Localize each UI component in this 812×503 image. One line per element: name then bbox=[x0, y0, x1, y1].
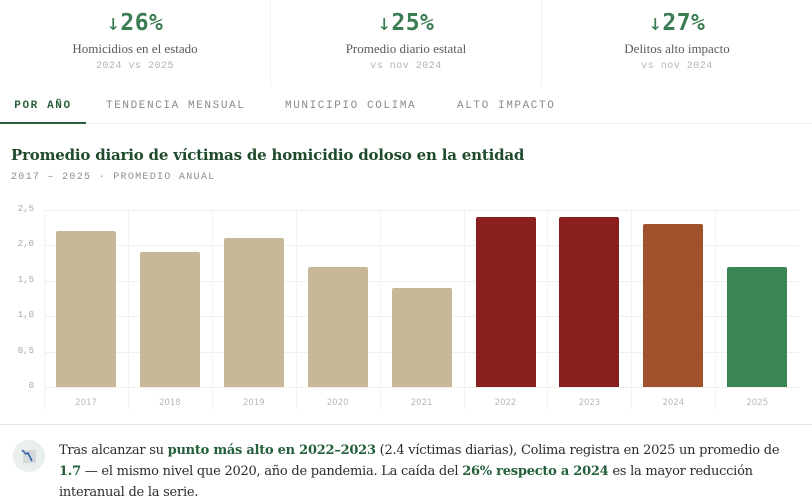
kpi-row: ↓26% Homicidios en el estado 2024 vs 202… bbox=[0, 0, 812, 86]
tab-por-ano[interactable]: POR AÑO bbox=[0, 90, 86, 124]
kpi-label: Homicidios en el estado bbox=[72, 41, 198, 56]
body-text: (2.4 víctimas diarias), Colima registra … bbox=[375, 443, 780, 458]
gridline bbox=[44, 387, 799, 388]
x-tick-label: 2019 bbox=[242, 398, 265, 408]
x-tick-label: 2023 bbox=[578, 398, 601, 408]
kpi-percent: 26% bbox=[120, 10, 164, 36]
x-tick-label: 2020 bbox=[326, 398, 349, 408]
gridline bbox=[211, 210, 213, 410]
x-tick-label: 2018 bbox=[159, 398, 181, 408]
kpi-percent: 25% bbox=[391, 10, 435, 36]
kpi-delitos-alto-impacto: ↓27% Delitos alto impacto vs nov 2024 bbox=[541, 0, 812, 86]
kpi-label: Promedio diario estatal bbox=[345, 41, 467, 56]
highlight-text: punto más alto en 2022–2023 bbox=[167, 443, 376, 458]
kpi-value: ↓26% bbox=[0, 9, 270, 38]
gridline bbox=[44, 210, 799, 211]
gridline bbox=[547, 210, 549, 410]
x-tick-label: 2024 bbox=[662, 398, 685, 408]
gridline bbox=[127, 210, 129, 410]
bar-2024[interactable] bbox=[643, 224, 704, 387]
x-tick-label: 2017 bbox=[75, 398, 97, 408]
bar-2019[interactable] bbox=[223, 238, 284, 387]
tab-tendencia-mensual[interactable]: TENDENCIA MENSUAL bbox=[106, 100, 246, 112]
gridline bbox=[463, 210, 465, 410]
bar-2021[interactable] bbox=[391, 287, 452, 387]
y-tick-label: 1,5 bbox=[17, 274, 34, 285]
body-text: — el mismo nivel que 2020, año de pandem… bbox=[80, 464, 463, 479]
tab-alto-impacto[interactable]: ALTO IMPACTO bbox=[457, 100, 556, 112]
tab-municipio-colima[interactable]: MUNICIPIO COLIMA bbox=[285, 100, 417, 112]
arrow-down-icon: ↓ bbox=[106, 11, 121, 36]
kpi-label: Delitos alto impacto bbox=[624, 41, 730, 56]
kpi-value: ↓25% bbox=[271, 9, 541, 38]
bar-2020[interactable] bbox=[307, 266, 368, 387]
kpi-percent: 27% bbox=[662, 10, 706, 36]
bar-2025[interactable] bbox=[727, 266, 788, 387]
bar-chart: 0 0,5 1,0 1,5 2,0 2,5 2017 2018 2019 2020 2021 2022… bbox=[0, 200, 812, 415]
gridline bbox=[44, 245, 799, 247]
y-tick-label: 2,0 bbox=[17, 239, 34, 250]
arrow-down-icon: ↓ bbox=[377, 11, 392, 36]
y-tick-label: 0 bbox=[28, 381, 34, 391]
highlight-text: 26% respecto a 2024 bbox=[462, 464, 609, 479]
gridline bbox=[379, 210, 381, 410]
kpi-sub: 2024 vs 2025 bbox=[95, 61, 174, 72]
chart-title: Promedio diario de víctimas de homicidio… bbox=[11, 146, 525, 164]
insight-box: Tras alcanzar su punto más alto en 2022–… bbox=[0, 436, 812, 500]
kpi-sub: vs nov 2024 bbox=[370, 61, 442, 72]
body-text: Tras alcanzar su bbox=[59, 443, 168, 458]
bar-2018[interactable] bbox=[139, 252, 200, 387]
arrow-down-icon: ↓ bbox=[648, 11, 663, 36]
gridline bbox=[715, 210, 717, 410]
tab-bar: POR AÑO TENDENCIA MENSUAL MUNICIPIO COLI… bbox=[0, 90, 812, 124]
kpi-homicidios: ↓26% Homicidios en el estado 2024 vs 202… bbox=[0, 0, 270, 86]
x-tick-label: 2022 bbox=[494, 398, 517, 408]
insight-text: Tras alcanzar su punto más alto en 2022–… bbox=[59, 440, 804, 503]
y-tick-label: 2,5 bbox=[17, 204, 34, 214]
y-tick-label: 1,0 bbox=[17, 310, 34, 321]
bar-2022[interactable] bbox=[475, 217, 536, 387]
gridline bbox=[295, 210, 297, 410]
trend-down-chart-icon bbox=[13, 440, 45, 472]
y-tick-label: 0,5 bbox=[17, 345, 34, 356]
chart-subtitle: 2017 – 2025 · PROMEDIO ANUAL bbox=[11, 172, 216, 183]
gridline bbox=[44, 210, 45, 410]
kpi-value: ↓27% bbox=[542, 9, 812, 38]
gridline bbox=[631, 210, 633, 410]
highlight-text: 1.7 bbox=[59, 464, 81, 479]
kpi-sub: vs nov 2024 bbox=[641, 61, 713, 72]
kpi-promedio-diario: ↓25% Promedio diario estatal vs nov 2024 bbox=[270, 0, 541, 86]
gridline bbox=[44, 280, 799, 282]
bar-2023[interactable] bbox=[559, 217, 620, 387]
divider bbox=[0, 424, 812, 425]
x-tick-label: 2025 bbox=[746, 398, 768, 408]
bar-2017[interactable] bbox=[56, 231, 116, 387]
x-tick-label: 2021 bbox=[410, 398, 433, 408]
